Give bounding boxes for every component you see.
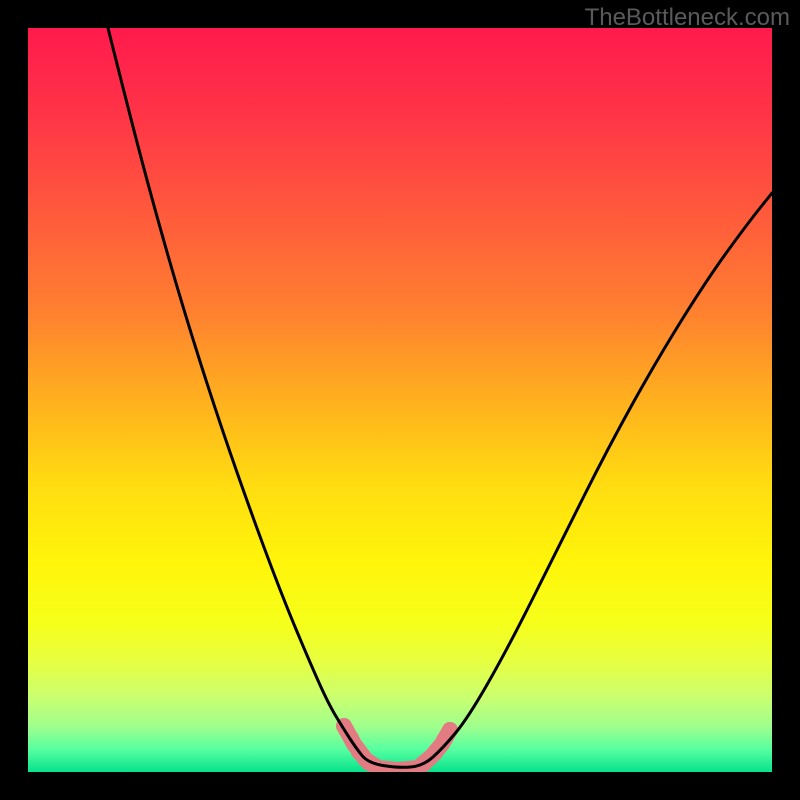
bottleneck-curve bbox=[108, 28, 772, 767]
plot-area bbox=[28, 28, 772, 772]
chart-frame: TheBottleneck.com bbox=[0, 0, 800, 800]
pink-dot bbox=[442, 722, 458, 738]
curve-overlay bbox=[28, 28, 772, 772]
attribution-label: TheBottleneck.com bbox=[585, 4, 790, 32]
